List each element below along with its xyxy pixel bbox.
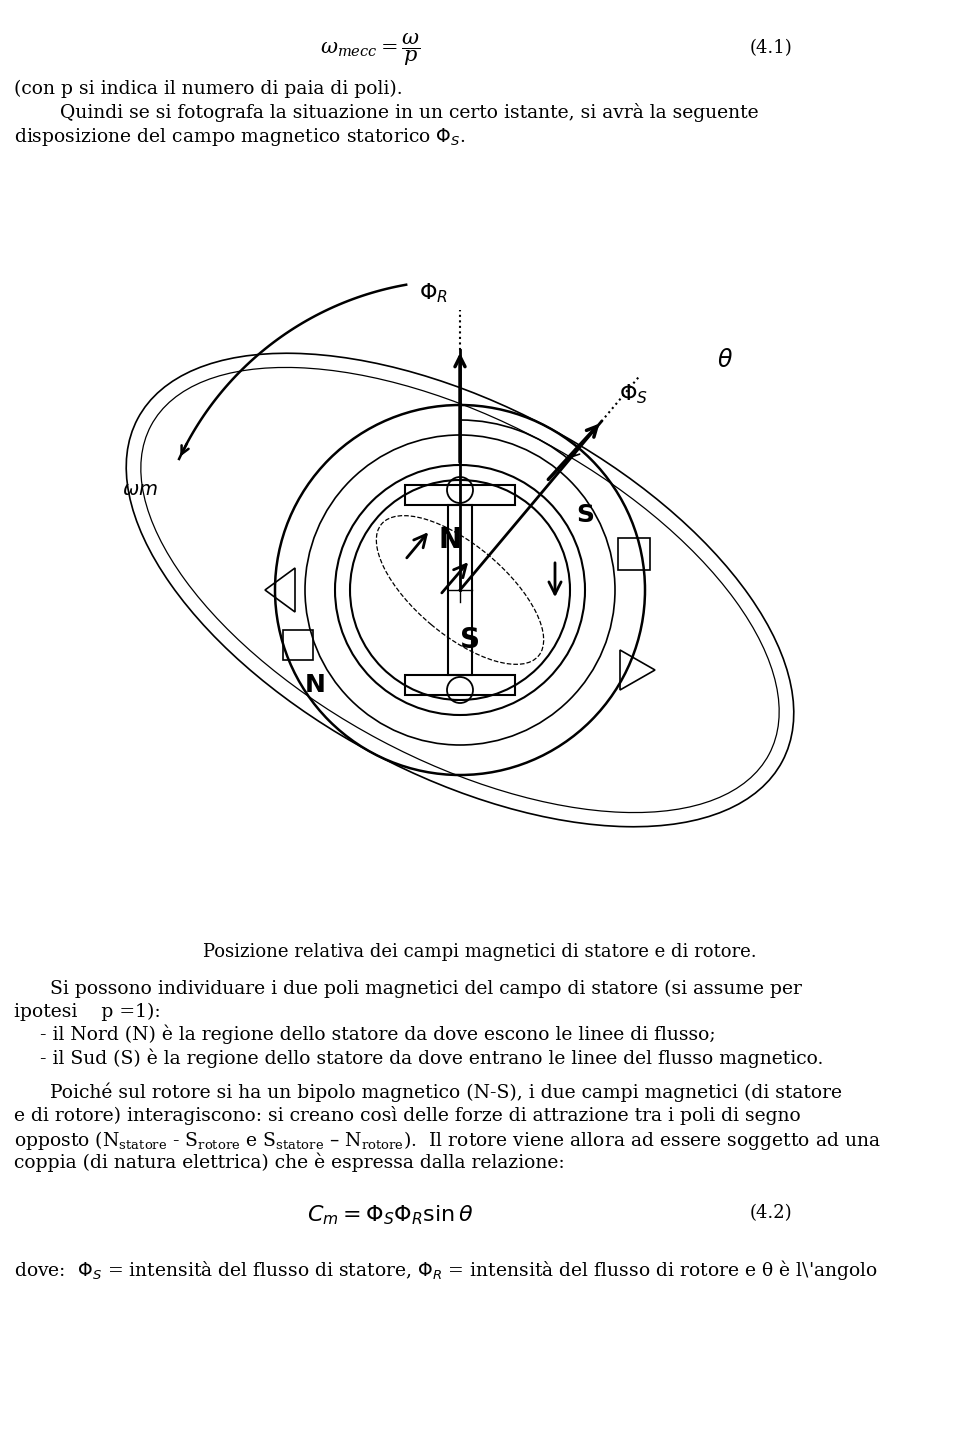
- Text: - il Sud (S) è la regione dello statore da dove entrano le linee del flusso magn: - il Sud (S) è la regione dello statore …: [40, 1047, 824, 1067]
- Text: e di rotore) interagiscono: si creano così delle forze di attrazione tra i poli : e di rotore) interagiscono: si creano co…: [14, 1106, 801, 1125]
- Bar: [283, 630, 313, 660]
- Text: $\theta$: $\theta$: [717, 349, 733, 372]
- Bar: [405, 674, 515, 694]
- Bar: [448, 504, 472, 674]
- Text: (4.1): (4.1): [750, 39, 793, 57]
- Text: N: N: [439, 526, 462, 554]
- Text: $\Phi_S$: $\Phi_S$: [619, 383, 649, 406]
- Text: $\Phi_R$: $\Phi_R$: [419, 282, 448, 304]
- Text: Quindi se si fotografa la situazione in un certo istante, si avrà la seguente: Quindi se si fotografa la situazione in …: [60, 103, 758, 121]
- Text: (4.2): (4.2): [750, 1205, 793, 1222]
- Text: $\omega_{mecc} = \dfrac{\omega}{p}$: $\omega_{mecc} = \dfrac{\omega}{p}$: [320, 31, 420, 69]
- Text: coppia (di natura elettrica) che è espressa dalla relazione:: coppia (di natura elettrica) che è espre…: [14, 1152, 564, 1172]
- Bar: [618, 537, 650, 570]
- Text: $\omega m$: $\omega m$: [122, 482, 158, 499]
- Text: N: N: [304, 673, 325, 697]
- Bar: [405, 484, 515, 504]
- Text: opposto (N$_{\mathregular{statore}}$ - S$_{\mathregular{rotore}}$ e S$_{\mathreg: opposto (N$_{\mathregular{statore}}$ - S…: [14, 1129, 881, 1152]
- Text: S: S: [576, 503, 594, 527]
- Text: Posizione relativa dei campi magnetici di statore e di rotore.: Posizione relativa dei campi magnetici d…: [204, 943, 756, 960]
- Text: - il Nord (N) è la regione dello statore da dove escono le linee di flusso;: - il Nord (N) è la regione dello statore…: [40, 1025, 715, 1045]
- Text: Si possono individuare i due poli magnetici del campo di statore (si assume per: Si possono individuare i due poli magnet…: [50, 980, 802, 999]
- Text: disposizione del campo magnetico statorico $\Phi_S$.: disposizione del campo magnetico statori…: [14, 126, 466, 149]
- Text: dove:  $\Phi_S$ = intensità del flusso di statore, $\Phi_R$ = intensità del flus: dove: $\Phi_S$ = intensità del flusso di…: [14, 1258, 878, 1282]
- Text: (con p si indica il numero di paia di poli).: (con p si indica il numero di paia di po…: [14, 80, 402, 99]
- Text: ipotesi    p =1):: ipotesi p =1):: [14, 1003, 160, 1022]
- Text: $C_m = \Phi_S \Phi_R \sin\theta$: $C_m = \Phi_S \Phi_R \sin\theta$: [306, 1203, 473, 1228]
- Text: Poiché sul rotore si ha un bipolo magnetico (N-S), i due campi magnetici (di sta: Poiché sul rotore si ha un bipolo magnet…: [50, 1083, 842, 1103]
- Text: S: S: [460, 626, 480, 654]
